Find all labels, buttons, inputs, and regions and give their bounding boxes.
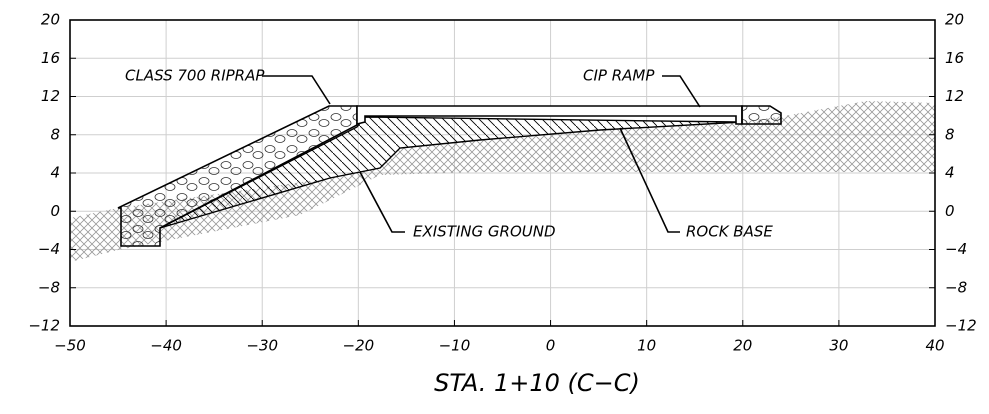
y-tick-label: −12 <box>28 317 60 335</box>
label: CLASS 700 RIPRAP <box>125 67 265 85</box>
x-tick-label: −50 <box>54 337 86 355</box>
x-tick-label: 30 <box>829 337 848 355</box>
y-tick-label: 8 <box>945 125 955 143</box>
existing-ground <box>70 101 935 262</box>
rock-base <box>159 116 743 229</box>
y-tick-label: −8 <box>38 278 60 296</box>
ramp-toe <box>741 105 782 125</box>
label: CIP RAMP <box>583 67 655 85</box>
label: EXISTING GROUND <box>413 223 556 241</box>
y-tick-label: −4 <box>945 240 967 258</box>
x-tick-label: 20 <box>733 337 752 355</box>
leader <box>262 75 331 105</box>
x-tick-label: −10 <box>439 337 471 355</box>
y-tick-label: 0 <box>945 202 955 220</box>
y-tick-label: 20 <box>945 11 964 29</box>
y-tick-label: 4 <box>50 164 60 182</box>
x-tick-label: 0 <box>546 337 556 355</box>
label: ROCK BASE <box>686 223 773 241</box>
x-tick-label: −40 <box>150 337 182 355</box>
y-tick-label: 16 <box>41 49 60 67</box>
x-tick-label: −30 <box>246 337 278 355</box>
y-tick-label: 12 <box>41 87 60 105</box>
y-tick-label: 20 <box>41 11 60 29</box>
y-tick-label: −12 <box>945 317 977 335</box>
y-tick-label: −4 <box>38 240 60 258</box>
leader <box>359 171 405 233</box>
y-tick-label: 0 <box>50 202 60 220</box>
title: STA. 1+10 (C−C) <box>434 369 640 397</box>
leader <box>619 127 680 233</box>
y-tick-label: 8 <box>50 125 60 143</box>
y-tick-label: −8 <box>945 278 967 296</box>
x-tick-label: −20 <box>343 337 375 355</box>
leader <box>662 75 701 108</box>
y-tick-label: 16 <box>945 49 964 67</box>
x-tick-label: 10 <box>637 337 656 355</box>
riprap <box>117 105 358 247</box>
y-tick-label: 12 <box>945 87 964 105</box>
y-tick-label: 4 <box>945 164 955 182</box>
x-tick-label: 40 <box>925 337 944 355</box>
